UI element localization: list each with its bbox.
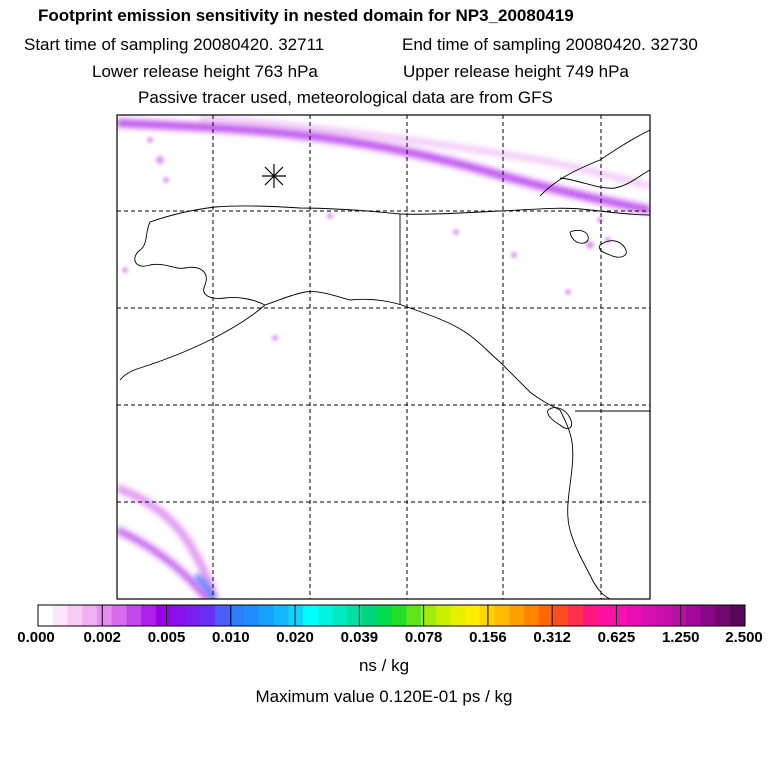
colorbar-swatch bbox=[700, 605, 717, 626]
graticule bbox=[117, 115, 650, 599]
colorbar-swatch bbox=[170, 605, 186, 626]
colorbar-swatch bbox=[273, 605, 289, 626]
colorbar-swatch bbox=[391, 605, 407, 626]
colorbar-tick-label: 0.010 bbox=[212, 629, 250, 646]
colorbar-swatch bbox=[568, 605, 584, 626]
colorbar-tick-label: 0.005 bbox=[147, 629, 186, 646]
colorbar-swatch bbox=[185, 605, 201, 626]
colorbar-swatch bbox=[303, 605, 319, 626]
colorbar-swatch bbox=[597, 605, 613, 626]
lower-release-text: Lower release height 763 hPa bbox=[92, 62, 318, 81]
colorbar-tick-label: 0.000 bbox=[17, 629, 55, 646]
colorbar-swatch bbox=[656, 605, 672, 626]
colorbar-swatch bbox=[465, 605, 481, 626]
colorbar-swatch bbox=[96, 605, 113, 626]
colorbar-swatch bbox=[244, 605, 260, 626]
tracer-note-text: Passive tracer used, meteorological data… bbox=[138, 88, 553, 107]
upper-release-text: Upper release height 749 hPa bbox=[403, 62, 629, 81]
colorbar-swatch bbox=[641, 605, 658, 626]
colorbar-swatch bbox=[376, 605, 392, 626]
colorbar-swatch bbox=[258, 605, 275, 626]
maximum-value-text: Maximum value 0.120E-01 ps / kg bbox=[255, 687, 513, 706]
colorbar-swatch bbox=[553, 605, 569, 626]
colorbar-swatch bbox=[627, 605, 643, 626]
colorbar-tick-label: 0.625 bbox=[597, 629, 636, 646]
colorbar-swatch bbox=[67, 605, 83, 626]
start-time-text: Start time of sampling 20080420. 32711 bbox=[24, 35, 325, 54]
colorbar-swatch bbox=[435, 605, 451, 626]
colorbar-tick-label: 1.250 bbox=[661, 629, 700, 646]
colorbar-swatch bbox=[715, 605, 731, 626]
colorbar-swatch bbox=[420, 605, 437, 626]
sensitivity-plume-north bbox=[117, 115, 650, 215]
colorbar-tick-label: 0.312 bbox=[533, 629, 571, 646]
colorbar-swatch bbox=[686, 605, 702, 626]
colorbar-swatch bbox=[347, 605, 363, 626]
colorbar-swatch bbox=[141, 605, 157, 626]
colorbar-swatch bbox=[509, 605, 525, 626]
colorbar-swatch bbox=[406, 605, 422, 626]
colorbar-frame bbox=[37, 604, 746, 627]
colorbar-tick-label: 0.078 bbox=[404, 629, 443, 646]
colorbar-swatch bbox=[38, 605, 54, 626]
colorbar-tick-label: 0.002 bbox=[83, 629, 122, 646]
colorbar-swatch bbox=[229, 605, 245, 626]
colorbar-tick-label: 0.020 bbox=[276, 629, 314, 646]
end-time-text: End time of sampling 20080420. 32730 bbox=[402, 35, 698, 54]
colorbar bbox=[37, 604, 746, 627]
colorbar-swatch bbox=[494, 605, 510, 626]
colorbar-tick-label: 0.039 bbox=[340, 629, 379, 646]
colorbar-swatch bbox=[52, 605, 68, 626]
figure-title: Footprint emission sensitivity in nested… bbox=[38, 6, 574, 25]
colorbar-tick-label: 0.156 bbox=[469, 629, 507, 646]
colorbar-swatch bbox=[582, 605, 599, 626]
colorbar-swatch bbox=[332, 605, 348, 626]
colorbar-swatch bbox=[671, 605, 687, 626]
receptor-star-icon bbox=[262, 164, 286, 188]
map-frame bbox=[116, 114, 651, 600]
colorbar-swatch bbox=[288, 605, 304, 626]
colorbar-swatch bbox=[538, 605, 555, 626]
colorbar-tick-label: 2.500 bbox=[725, 629, 763, 646]
colorbar-swatch bbox=[317, 605, 334, 626]
colorbar-units: ns / kg bbox=[358, 656, 410, 675]
colorbar-swatch bbox=[214, 605, 230, 626]
map-plot-area bbox=[117, 115, 650, 599]
coastlines bbox=[119, 129, 650, 599]
colorbar-swatch bbox=[111, 605, 127, 626]
colorbar-swatch bbox=[126, 605, 142, 626]
colorbar-swatch bbox=[155, 605, 172, 626]
colorbar-swatch bbox=[200, 605, 216, 626]
colorbar-swatch bbox=[524, 605, 540, 626]
colorbar-swatch bbox=[362, 605, 378, 626]
colorbar-swatch bbox=[82, 605, 98, 626]
colorbar-swatch bbox=[450, 605, 466, 626]
colorbar-swatch bbox=[730, 605, 746, 626]
colorbar-swatch bbox=[612, 605, 628, 626]
